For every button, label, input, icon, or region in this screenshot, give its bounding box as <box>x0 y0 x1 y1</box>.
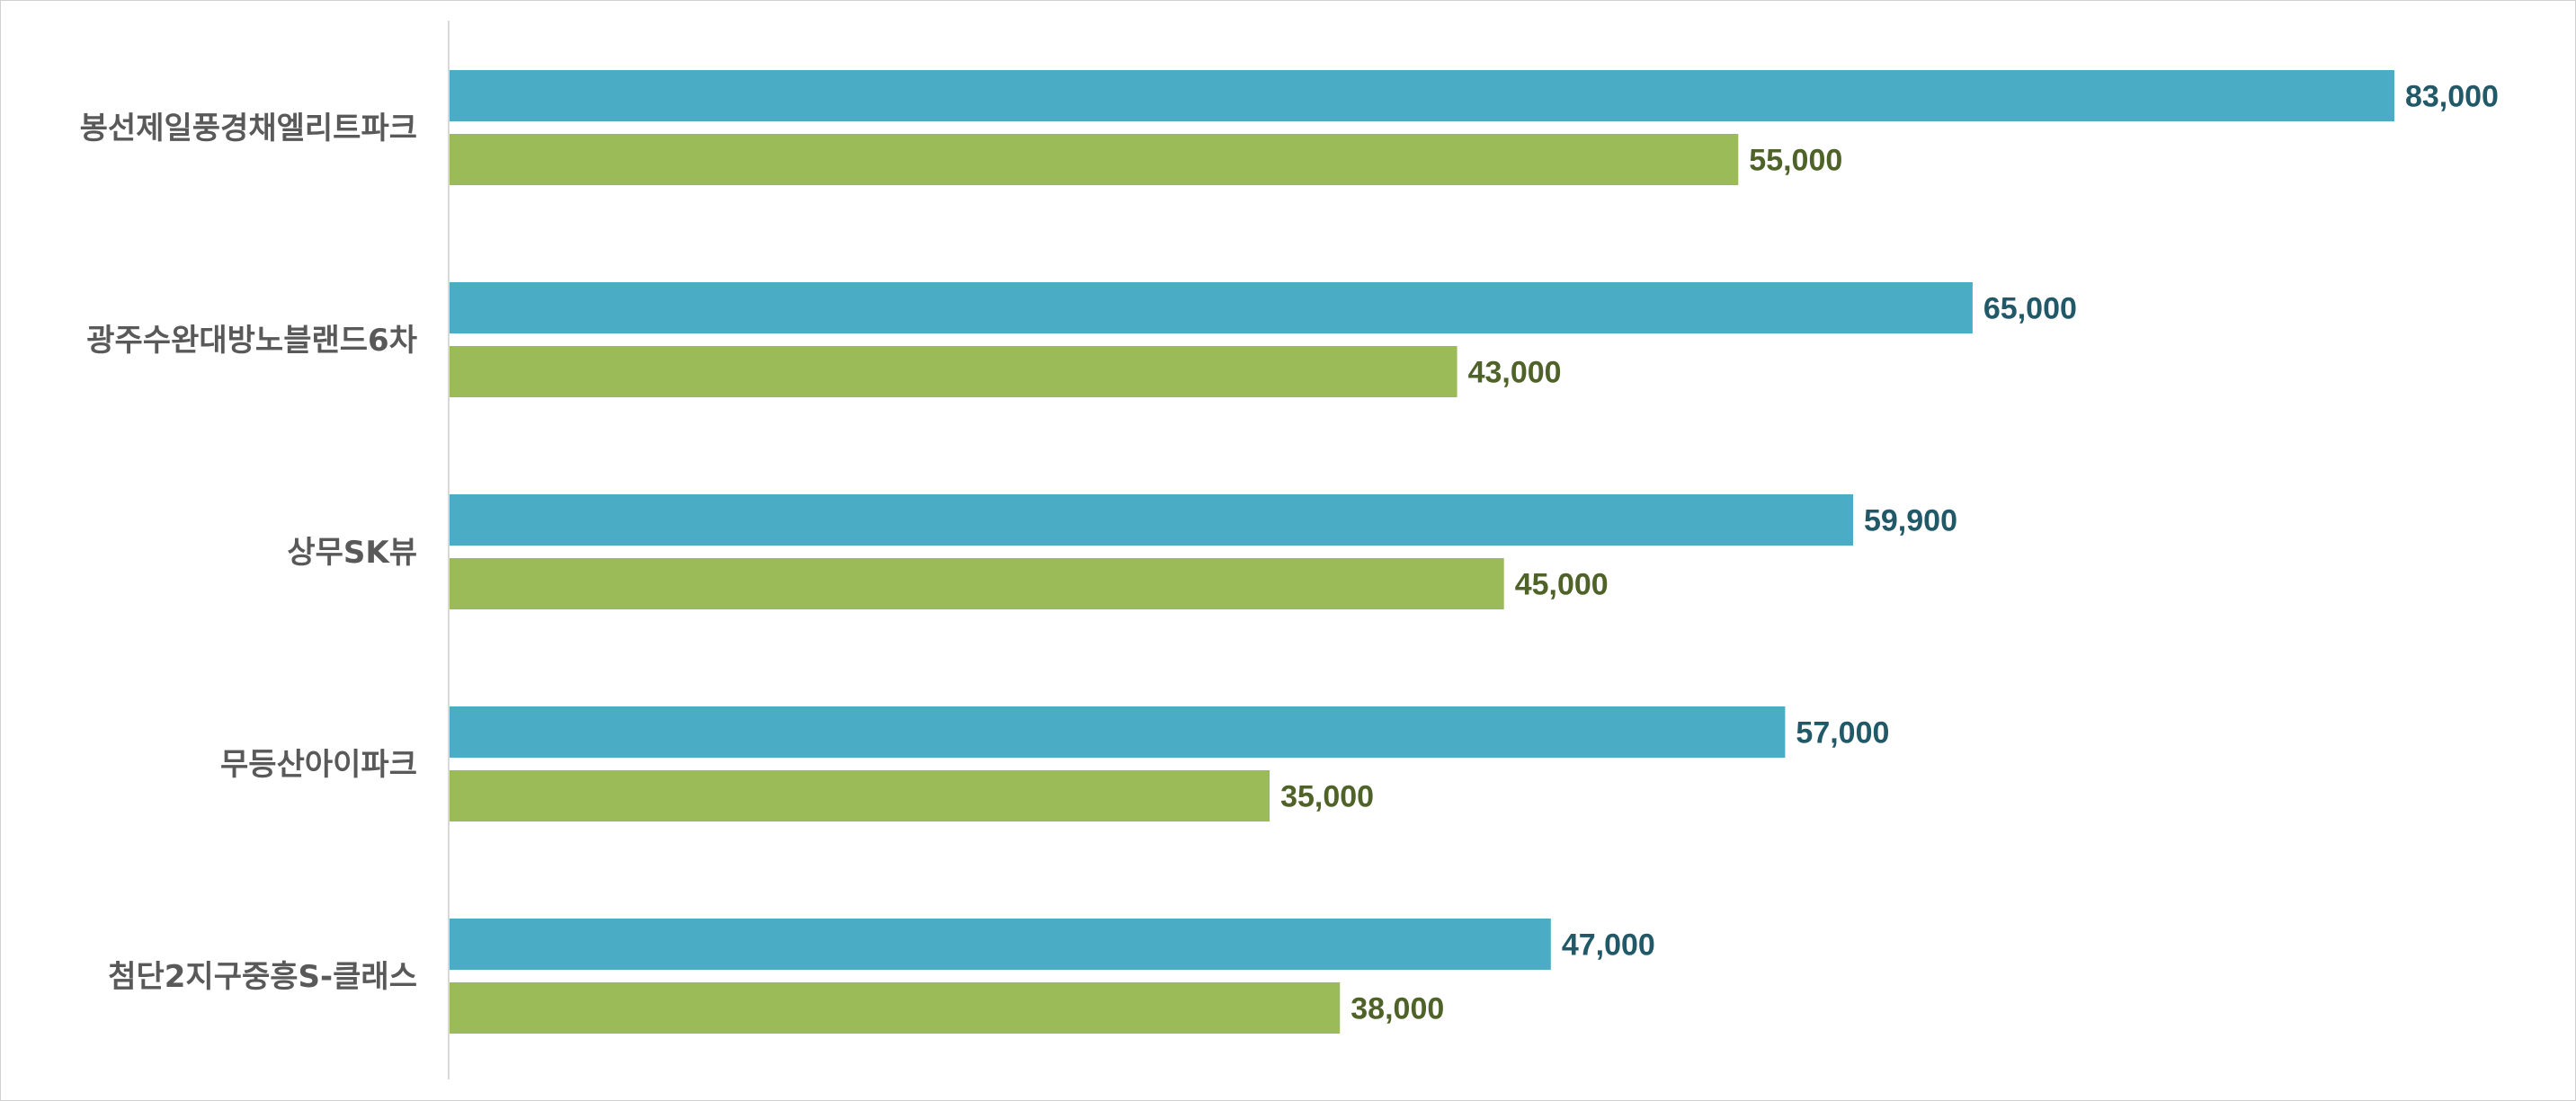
bar-series-2 <box>450 770 1270 821</box>
data-label-series-1: 65,000 <box>1983 292 2077 326</box>
bar-series-1 <box>450 706 1786 758</box>
bars-group <box>450 70 2394 1034</box>
data-label-series-2: 45,000 <box>1515 568 1609 602</box>
category-label: 광주수완대방노블랜드6차 <box>86 323 417 359</box>
bar-series-2 <box>450 982 1341 1034</box>
bar-series-2 <box>450 134 1739 185</box>
data-label-series-1: 47,000 <box>1562 928 1655 963</box>
data-label-series-1: 57,000 <box>1796 716 1889 750</box>
data-label-series-2: 55,000 <box>1749 144 1842 178</box>
data-label-series-2: 35,000 <box>1280 780 1374 814</box>
data-label-series-1: 83,000 <box>2405 80 2499 114</box>
data-label-series-1: 59,900 <box>1864 504 1957 538</box>
data-label-series-2: 38,000 <box>1350 992 1444 1026</box>
bar-series-2 <box>450 558 1504 609</box>
bar-series-1 <box>450 282 1973 333</box>
category-label: 상무SK뷰 <box>287 535 417 571</box>
bar-series-1 <box>450 919 1551 970</box>
labels-group: 봉선제일풍경채엘리트파크 83,000 55,000 광주수완대방노블랜드6차 65,0… <box>80 80 2499 1026</box>
category-label: 첨단2지구중흥S-클래스 <box>108 959 417 995</box>
category-label: 무등산아이파크 <box>220 747 417 783</box>
bar-series-2 <box>450 346 1457 397</box>
bar-series-1 <box>450 494 1853 546</box>
category-label: 봉선제일풍경채엘리트파크 <box>80 111 417 147</box>
data-label-series-2: 43,000 <box>1468 356 1562 390</box>
bar-series-1 <box>450 70 2394 121</box>
